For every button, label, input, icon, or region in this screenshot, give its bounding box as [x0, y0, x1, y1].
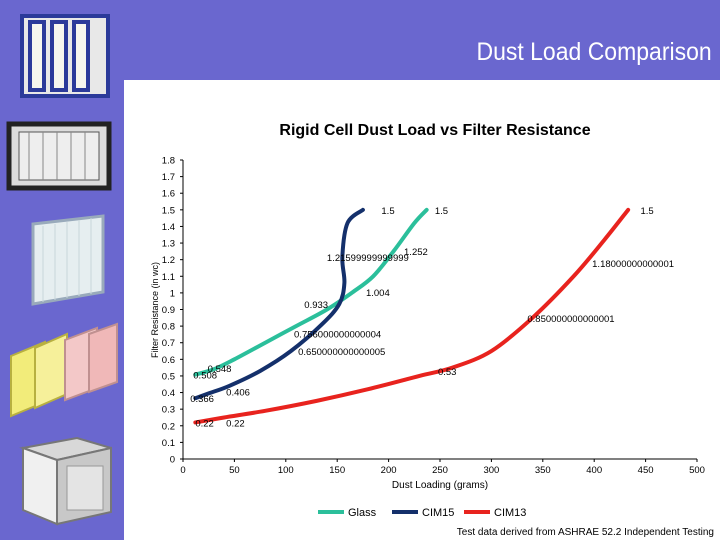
legend-label-cim15: CIM15	[422, 507, 454, 519]
x-tick-label: 250	[432, 465, 448, 476]
data-label-cim13: 0.22	[226, 418, 245, 429]
data-label-cim13: 0.850000000000001	[527, 314, 614, 325]
pleated-filter-image	[31, 214, 105, 306]
x-tick-label: 350	[535, 465, 551, 476]
y-tick-label: 1.2	[162, 255, 175, 266]
x-tick-label: 450	[638, 465, 654, 476]
data-label-cim15: 0.406	[226, 388, 250, 399]
y-tick-label: 1	[170, 288, 175, 299]
x-tick-label: 100	[278, 465, 294, 476]
v-bank-filter-image	[20, 14, 110, 98]
x-axis-title: Dust Loading (grams)	[392, 480, 488, 491]
y-tick-label: 1.8	[162, 156, 175, 167]
y-tick-label: 1.7	[162, 172, 175, 183]
data-label-cim15: 1.21599999999999	[327, 253, 409, 264]
y-tick-label: 0.6	[162, 355, 175, 366]
x-tick-label: 0	[180, 465, 185, 476]
chart-title: Rigid Cell Dust Load vs Filter Resistanc…	[279, 122, 591, 139]
slide-title: Dust Load Comparison	[476, 38, 712, 66]
y-tick-label: 1.1	[162, 272, 175, 283]
x-tick-label: 50	[229, 465, 240, 476]
data-label-cim15: 0.650000000000005	[298, 347, 385, 358]
x-tick-label: 150	[329, 465, 345, 476]
data-label-glass: 1.004	[366, 288, 390, 299]
y-tick-label: 0.9	[162, 305, 175, 316]
x-tick-label: 400	[586, 465, 602, 476]
legend-label-glass: Glass	[348, 507, 377, 519]
y-axis-title: Filter Resistance (in wc)	[150, 262, 160, 358]
data-label-glass: 0.548	[208, 364, 232, 375]
data-label-cim13: 1.18000000000001	[592, 259, 674, 270]
y-tick-label: 0.8	[162, 322, 175, 333]
y-tick-label: 0	[170, 455, 175, 466]
series-line-glass	[193, 207, 429, 377]
panel-filter-image	[6, 121, 112, 191]
y-tick-label: 0.4	[162, 388, 175, 399]
x-tick-label: 200	[381, 465, 397, 476]
data-label-glass: 0.756000000000004	[294, 329, 381, 340]
x-tick-label: 300	[483, 465, 499, 476]
series-line-cim13	[193, 207, 631, 425]
y-tick-label: 1.3	[162, 239, 175, 250]
y-tick-label: 0.3	[162, 405, 175, 416]
box-filter-image	[19, 436, 112, 526]
y-tick-label: 0.1	[162, 438, 175, 449]
y-tick-label: 1.4	[162, 222, 175, 233]
data-label-cim13: 0.53	[438, 367, 457, 378]
y-tick-label: 0.5	[162, 371, 175, 382]
data-label-glass: 1.5	[435, 206, 448, 217]
y-tick-label: 1.5	[162, 205, 175, 216]
y-tick-label: 0.7	[162, 338, 175, 349]
y-tick-label: 1.6	[162, 189, 175, 200]
bag-filter-image	[10, 322, 118, 418]
data-label-cim13: 0.22	[195, 418, 214, 429]
legend-label-cim13: CIM13	[494, 507, 526, 519]
series-line-cim15	[193, 207, 365, 401]
data-label-cim13: 1.5	[640, 206, 653, 217]
data-label-cim15: 0.366	[190, 394, 214, 405]
data-label-cim15: 0.933	[304, 300, 328, 311]
data-label-glass: 1.252	[404, 247, 428, 258]
data-label-glass: 0.508	[193, 371, 217, 382]
footnote: Test data derived from ASHRAE 52.2 Indep…	[456, 527, 714, 538]
y-tick-label: 0.2	[162, 421, 175, 432]
x-tick-label: 500	[689, 465, 705, 476]
data-label-cim15: 1.5	[381, 206, 394, 217]
